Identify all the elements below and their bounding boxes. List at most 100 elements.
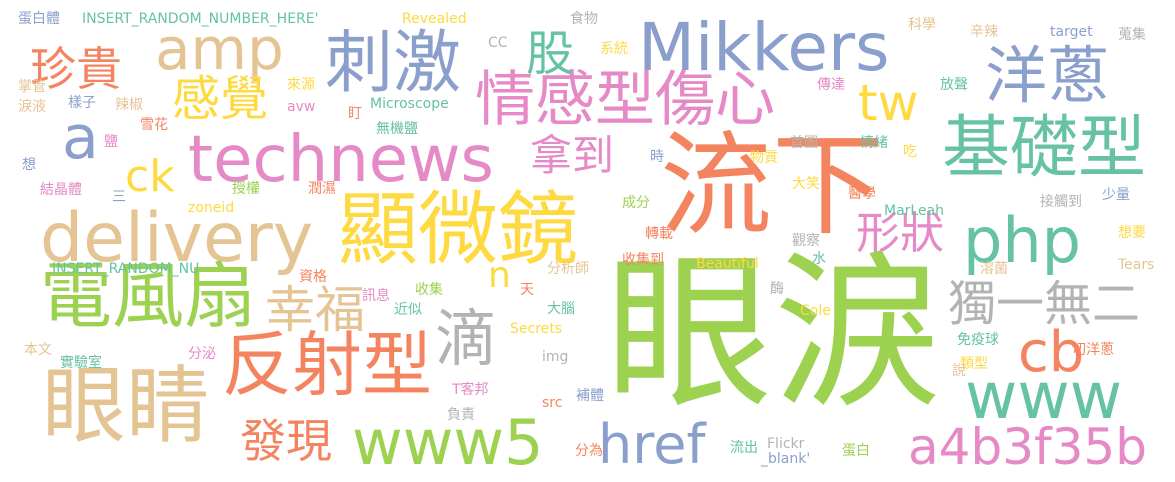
word-cjk-98: 實驗室 [60, 355, 102, 371]
word-cjk-103: 負責 [447, 407, 475, 423]
word-cjk-82: 分析師 [547, 261, 589, 277]
word-cjk-6: 電風扇 [40, 254, 257, 338]
word-cjk-104: 分為 [575, 443, 603, 459]
word-cjk-81: 資格 [299, 269, 327, 285]
word-cjk-33: 蛋白體 [18, 11, 60, 27]
word-cjk-87: 大腦 [547, 301, 575, 317]
word-cjk-106: 流出 [730, 440, 758, 456]
word-cjk-85: 收集 [415, 282, 443, 298]
word-cjk-96: 類型 [960, 356, 988, 372]
word-cjk-44: 傳達 [817, 77, 845, 93]
word-cjk-29: 發現 [240, 414, 332, 468]
word-www-10: www [965, 360, 1123, 434]
word-cjk-67: 成分 [622, 195, 650, 211]
word-delivery-5: delivery [40, 199, 314, 278]
word-cjk-37: 科學 [908, 17, 936, 33]
word-ck-30: ck [125, 151, 175, 202]
word-cjk-31: 股 [526, 26, 575, 82]
word-cjk-56: 首圖 [790, 135, 818, 151]
word-cjk-51: 盯 [348, 106, 362, 122]
word-cjk-68: 醫學 [848, 186, 876, 202]
word-cjk-25: 形狀 [856, 208, 944, 259]
word-microscope-50: Microscope [370, 96, 449, 112]
word-insert-random-nu-76: INSERT_RANDOM_NU [52, 261, 200, 277]
word-cjk-79: 水 [812, 251, 826, 267]
word-cjk-26: 拿到 [530, 131, 615, 180]
word-amp-12: amp [155, 15, 284, 83]
word-mikkers-4: Mikkers [638, 9, 890, 86]
word-cjk-0: 眼淚 [605, 236, 941, 432]
word-cjk-102: 補體 [576, 388, 604, 404]
word-cjk-65: 大笑 [792, 176, 820, 192]
word-cjk-97: 切洋蔥 [1072, 342, 1114, 358]
word-cjk-64: 潤濕 [308, 181, 336, 197]
word-cjk-7: 眼睛 [42, 357, 211, 455]
word-cjk-58: 吃 [903, 144, 917, 160]
word-technews-3: technews [188, 123, 494, 197]
word-cjk-43: 來源 [287, 77, 315, 93]
word-avw-49: avw [287, 99, 316, 115]
word-cjk-1: 流下 [660, 121, 884, 251]
word-revealed-35: Revealed [402, 11, 467, 27]
word-cjk-28: 感覺 [172, 71, 269, 127]
word-cjk-11: 刺激 [325, 24, 462, 103]
word-flickr-105: Flickr [767, 436, 805, 452]
word-secrets-91: Secrets [510, 321, 563, 337]
word-cjk-108: 蛋白 [842, 443, 870, 459]
word-cjk-53: 雪花 [140, 117, 168, 133]
word-cjk-59: 想 [22, 157, 36, 173]
word-cc-41: CC [488, 35, 508, 51]
word-src-101: src [542, 395, 563, 411]
word-cjk-93: 本文 [24, 342, 52, 358]
word-cjk-74: 觀察 [792, 233, 820, 249]
word-cjk-8: 反射型 [222, 324, 432, 406]
word-cjk-45: 放聲 [940, 77, 968, 93]
word-cjk-70: 少量 [1102, 187, 1130, 203]
word-cjk-75: 想要 [1118, 225, 1146, 241]
word-cjk-46: 掌管 [18, 79, 46, 95]
word-cjk-99: 說 [952, 363, 966, 379]
word-t-100: T客邦 [452, 382, 489, 398]
word-img-95: img [542, 349, 569, 365]
word-cjk-92: 免疫球 [957, 332, 999, 348]
word-cjk-23: 獨一無二 [948, 276, 1141, 332]
word-cjk-57: 情緒 [860, 135, 888, 151]
word-www5-9: www5 [352, 406, 544, 479]
word-tears-83: Tears [1118, 257, 1155, 273]
word-cjk-88: 近似 [394, 302, 422, 318]
word-a-20: a [62, 103, 99, 173]
word-a4b3f35b-18: a4b3f35b [908, 418, 1147, 476]
word-cjk-55: 無機鹽 [376, 121, 418, 137]
word-cjk-69: 接觸到 [1040, 194, 1082, 210]
word-cjk-47: 樣子 [68, 95, 96, 111]
word-marleah-72: MarLeah [884, 203, 945, 219]
word-cjk-54: 鹽 [104, 134, 118, 150]
word-cjk-60: 時 [650, 149, 664, 165]
word-cole-90: Cole [800, 303, 831, 319]
word-cjk-42: 系統 [600, 41, 628, 57]
word-cjk-27: 珍貴 [30, 42, 122, 96]
word-cjk-66: 三 [112, 189, 126, 205]
word-n-32: n [488, 255, 511, 296]
word-cjk-36: 食物 [570, 11, 598, 27]
word-cjk-80: 溶菌 [980, 261, 1008, 277]
word-cjk-48: 辣椒 [115, 97, 143, 113]
word-cjk-15: 洋蔥 [985, 39, 1110, 112]
word-href-24: href [598, 413, 706, 476]
word-cjk-14: 基礎型 [942, 109, 1147, 188]
word-cjk-63: 授權 [232, 181, 260, 197]
word-cjk-52: 淚液 [18, 99, 46, 115]
word-cjk-22: 幸福 [265, 281, 365, 339]
word-cb-17: cb [1018, 320, 1085, 385]
word-cjk-89: 酶 [770, 281, 784, 297]
word-cjk-38: 辛辣 [970, 24, 998, 40]
word-cjk-2: 顯微鏡 [338, 183, 578, 276]
word-php-16: php [963, 204, 1082, 277]
word-cjk-94: 分泌 [188, 346, 216, 362]
word-cjk-13: 情感型傷心 [475, 65, 775, 135]
word-cjk-61: 物質 [750, 150, 778, 166]
word-cjk-77: 收集到 [622, 252, 664, 268]
word-cjk-40: 蒐集 [1118, 27, 1146, 43]
word-target-39: target [1050, 24, 1093, 40]
